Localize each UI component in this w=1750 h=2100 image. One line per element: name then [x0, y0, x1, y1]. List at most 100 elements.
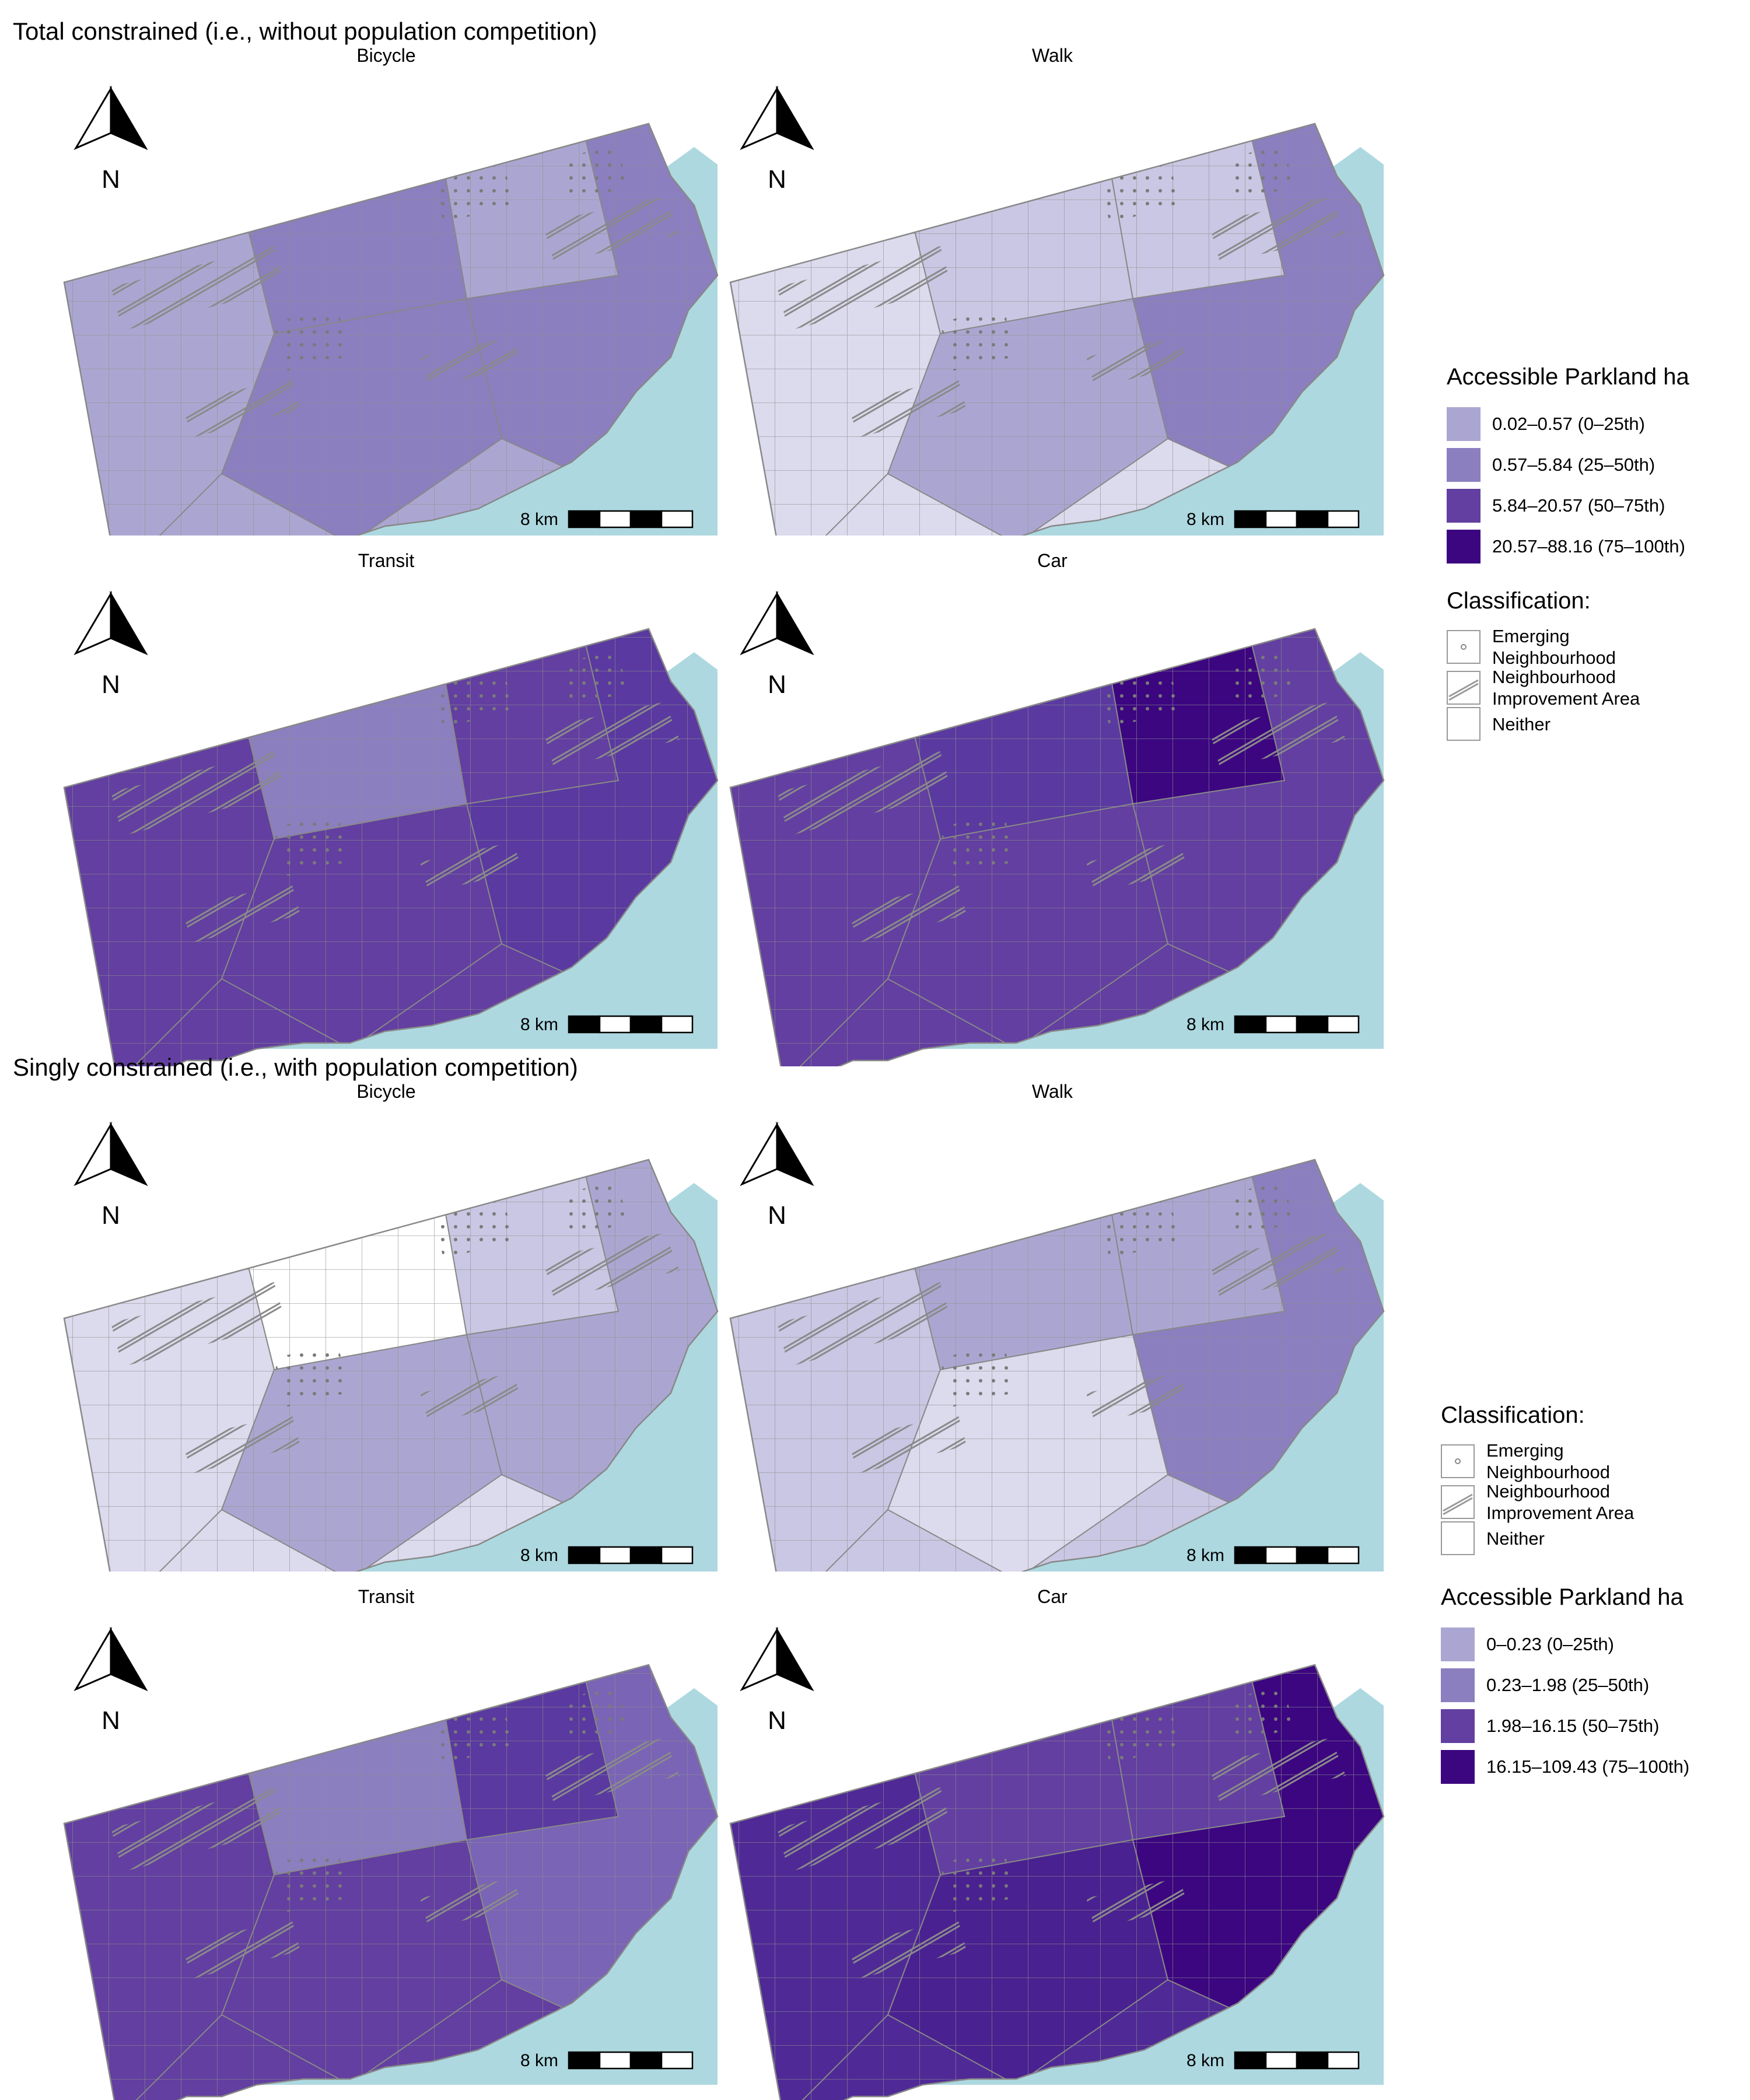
north-arrow-icon: N	[740, 1626, 814, 1735]
legend-swatch	[1441, 1750, 1475, 1784]
emerging-neighbourhood	[560, 1685, 627, 1742]
improvement-area	[420, 842, 522, 892]
improvement-area	[1209, 197, 1346, 264]
city-outline	[729, 1664, 1385, 2100]
emerging-neighbourhood	[940, 813, 1013, 877]
north-label: N	[102, 1201, 120, 1230]
classification-label-line2: Improvement Area	[1486, 1503, 1634, 1523]
scale-bar-label: 8 km	[1186, 510, 1224, 529]
north-arrow-icon: N	[74, 1121, 148, 1230]
map-panel: N 8 km	[58, 1066, 719, 1610]
panel-title: Bicycle	[356, 45, 415, 66]
legend-swatch	[1447, 530, 1480, 564]
improvement-area	[777, 751, 952, 836]
north-arrow-icon: N	[74, 1626, 148, 1735]
legend-swatch	[1447, 407, 1480, 441]
classification-label: Neither	[1486, 1528, 1545, 1549]
improvement-area	[420, 1878, 522, 1929]
map-panel: N 8 km	[58, 1572, 719, 2100]
emerging-neighbourhood	[560, 144, 627, 201]
map-panel: N 8 km	[724, 30, 1385, 574]
improvement-area	[1086, 337, 1188, 387]
emerging-neighbourhood	[274, 1849, 347, 1913]
legend-total-item-4: 20.57–88.16 (75–100th)	[1447, 530, 1685, 564]
improvement-area	[542, 197, 680, 264]
improvement-area	[181, 883, 300, 943]
scale-bar-label: 8 km	[1186, 2051, 1224, 2070]
legend-label: 0.23–1.98 (25–50th)	[1486, 1675, 1650, 1695]
panel-title: Car	[1037, 1586, 1068, 1607]
improvement-area	[181, 1919, 300, 1979]
legend-total-item-2: 0.57–5.84 (25–50th)	[1447, 448, 1655, 482]
north-label: N	[102, 1706, 120, 1735]
classification-label: Neighbourhood	[1486, 1481, 1611, 1502]
improvement-area	[1086, 1878, 1188, 1929]
emerging-neighbourhood	[560, 1180, 627, 1237]
panel-title: Walk	[1032, 45, 1073, 66]
map-panel: N 8 km	[724, 1066, 1385, 1610]
legend-swatch	[1441, 1668, 1475, 1702]
north-label: N	[768, 670, 786, 699]
scale-bar-label: 8 km	[1186, 1015, 1224, 1034]
improvement-area	[777, 1787, 952, 1872]
classification-item-neither: Neither	[1447, 707, 1550, 741]
north-arrow-icon: N	[740, 1121, 814, 1230]
panel-title: Bicycle	[356, 1081, 415, 1102]
improvement-area	[847, 377, 967, 438]
map-panel: N 8 km	[724, 1572, 1385, 2100]
north-label: N	[768, 1706, 786, 1735]
scale-bar-label: 8 km	[520, 1015, 558, 1034]
classification-item-nia: Neighbourhood Improvement Area	[1447, 666, 1640, 709]
scale-bar: 8 km	[520, 510, 694, 529]
improvement-area	[1209, 1738, 1346, 1805]
emerging-neighbourhood	[1226, 1685, 1293, 1742]
legend-label: 0.57–5.84 (25–50th)	[1492, 454, 1656, 475]
dot-pattern-icon	[1447, 630, 1480, 664]
map-panel: N 8 km	[58, 30, 719, 574]
emerging-neighbourhood	[1226, 1180, 1293, 1237]
emerging-neighbourhood	[1226, 649, 1293, 706]
improvement-area	[1086, 1373, 1188, 1423]
classification-label-line2: Improvement Area	[1492, 688, 1640, 709]
hatch-pattern-icon	[1441, 1485, 1475, 1519]
section-title-single: Singly constrained (i.e., with populatio…	[13, 1054, 578, 1081]
emerging-neighbourhood	[940, 307, 1013, 372]
classification-item-nia-2: Neighbourhood Improvement Area	[1441, 1480, 1634, 1524]
legend-single-item-4: 16.15–109.43 (75–100th)	[1441, 1750, 1689, 1784]
north-label: N	[102, 670, 120, 699]
classification-title-1: Classification:	[1447, 588, 1591, 614]
neighbourhood-layer	[730, 629, 1384, 1078]
scale-bar-label: 8 km	[1186, 1546, 1224, 1565]
improvement-area	[111, 246, 286, 331]
improvement-area	[542, 702, 680, 769]
emerging-neighbourhood	[274, 1343, 347, 1408]
emerging-neighbourhood	[940, 1343, 1013, 1408]
improvement-area	[420, 337, 522, 387]
empty-swatch-icon	[1441, 1521, 1475, 1555]
scale-bar: 8 km	[520, 2051, 694, 2070]
emerging-neighbourhood	[1226, 144, 1293, 201]
improvement-area	[777, 1282, 952, 1367]
improvement-area	[111, 1282, 286, 1367]
north-arrow-icon: N	[740, 85, 814, 194]
legend-label: 0.02–0.57 (0–25th)	[1492, 414, 1645, 434]
legend-label: 1.98–16.15 (50–75th)	[1486, 1716, 1660, 1736]
city-outline	[63, 1664, 719, 2100]
improvement-area	[111, 1787, 286, 1872]
scale-bar: 8 km	[520, 1546, 694, 1565]
city-outline	[63, 628, 719, 1079]
north-label: N	[102, 165, 120, 194]
scale-bar-label: 8 km	[520, 2051, 558, 2070]
hatch-pattern-icon	[1447, 671, 1480, 705]
improvement-area	[542, 1233, 680, 1300]
scale-bar: 8 km	[1186, 1546, 1360, 1565]
north-label: N	[768, 165, 786, 194]
improvement-area	[181, 377, 300, 438]
improvement-area	[847, 883, 967, 943]
legend-swatch	[1441, 1709, 1475, 1743]
improvement-area	[1086, 842, 1188, 892]
panel-title: Walk	[1032, 1081, 1073, 1102]
emerging-neighbourhood	[940, 1849, 1013, 1913]
emerging-neighbourhood	[560, 649, 627, 706]
emerging-neighbourhood	[274, 813, 347, 877]
